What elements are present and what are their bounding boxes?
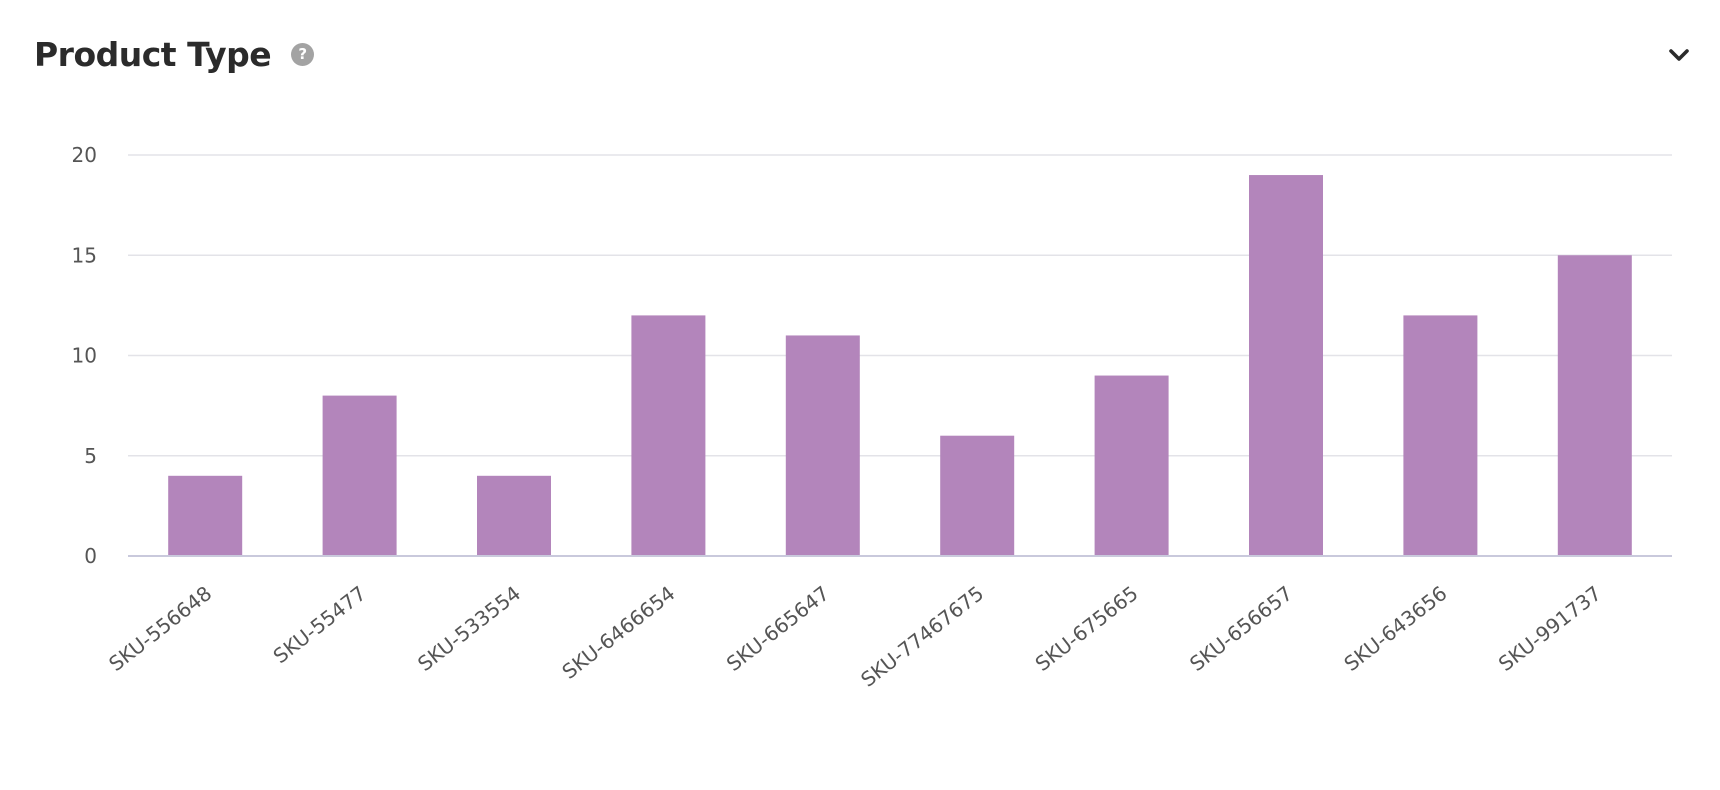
- collapse-button[interactable]: [1664, 40, 1694, 70]
- bar[interactable]: [477, 475, 551, 556]
- bars: [168, 175, 1632, 557]
- bar[interactable]: [631, 315, 706, 556]
- y-tick-label: 0: [84, 544, 97, 568]
- bar[interactable]: [940, 435, 1015, 556]
- bar[interactable]: [1557, 255, 1632, 556]
- bar[interactable]: [785, 335, 860, 556]
- y-tick-label: 5: [84, 444, 97, 468]
- y-tick-label: 15: [72, 243, 97, 267]
- y-tick-label: 10: [72, 344, 97, 368]
- bar[interactable]: [1094, 375, 1169, 556]
- x-tick-label: SKU-77467675: [856, 581, 988, 692]
- x-tick-label: SKU-991737: [1494, 581, 1606, 676]
- widget-title: Product Type: [34, 34, 272, 74]
- x-tick-label: SKU-55477: [269, 581, 371, 668]
- y-tick-label: 20: [72, 143, 97, 167]
- bar[interactable]: [1403, 315, 1478, 556]
- x-tick-label: SKU-643656: [1339, 581, 1451, 676]
- x-tick-label: SKU-675665: [1031, 581, 1143, 676]
- y-axis: 0 5 10 15 20: [72, 143, 97, 568]
- x-tick-label: SKU-533554: [413, 581, 525, 676]
- x-tick-label: SKU-6466654: [557, 581, 679, 684]
- widget-header: Product Type ?: [34, 30, 315, 78]
- bar[interactable]: [168, 475, 243, 556]
- x-axis: SKU-556648 SKU-55477 SKU-533554 SKU-6466654…: [104, 555, 1672, 692]
- question-circle-icon[interactable]: ?: [291, 42, 315, 66]
- chevron-down-icon: [1669, 49, 1689, 61]
- x-tick-label: SKU-665647: [722, 581, 834, 676]
- x-tick-label: SKU-656657: [1185, 581, 1297, 676]
- bar[interactable]: [1249, 175, 1323, 557]
- x-tick-label: SKU-556648: [104, 581, 216, 676]
- bar[interactable]: [322, 395, 397, 556]
